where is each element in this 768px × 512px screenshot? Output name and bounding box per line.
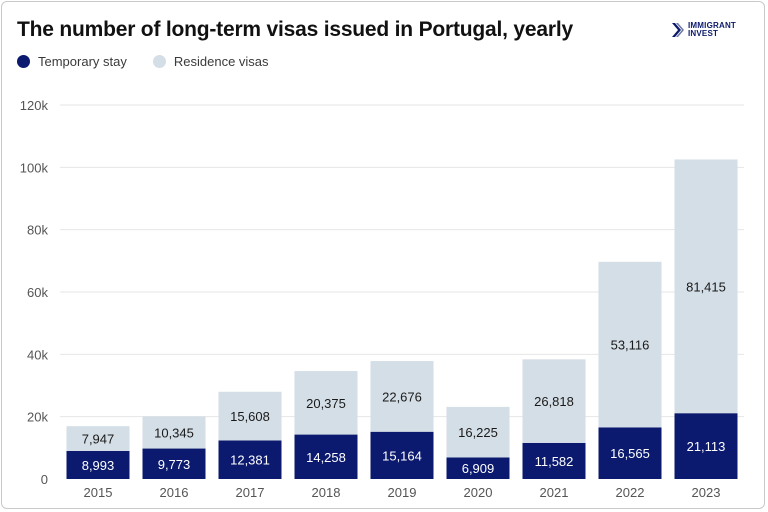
bar-residence-visas (522, 359, 586, 443)
x-tick-label: 2015 (84, 485, 113, 500)
bar-temporary-stay (66, 450, 130, 479)
data-label-residence: 22,676 (382, 389, 422, 404)
y-tick-label: 40k (27, 347, 48, 362)
y-tick-label: 80k (27, 223, 48, 238)
x-tick-label: 2016 (160, 485, 189, 500)
y-tick-label: 100k (20, 160, 49, 175)
legend-label-residence: Residence visas (173, 54, 269, 69)
brand-logo: IMMIGRANT INVEST (672, 22, 736, 38)
bar-residence-visas (674, 159, 738, 414)
brand-line-1: IMMIGRANT (688, 21, 737, 30)
x-tick-label: 2021 (540, 485, 569, 500)
data-label-temporary: 14,258 (306, 450, 346, 465)
data-label-residence: 20,375 (306, 396, 346, 411)
bar-temporary-stay (598, 427, 662, 479)
bar-residence-visas (370, 361, 434, 432)
bar-residence-visas (598, 261, 662, 428)
bar-temporary-stay (446, 457, 510, 479)
data-label-residence: 26,818 (534, 394, 574, 409)
chart-title: The number of long-term visas issued in … (17, 18, 573, 41)
bar-residence-visas (142, 416, 206, 449)
data-label-residence: 10,345 (154, 425, 194, 440)
data-label-residence: 7,947 (82, 432, 115, 447)
bar-temporary-stay (142, 448, 206, 479)
bar-residence-visas (446, 406, 510, 458)
y-tick-label: 0 (41, 472, 48, 487)
x-tick-label: 2018 (312, 485, 341, 500)
y-tick-label: 120k (20, 98, 49, 113)
data-label-temporary: 21,113 (687, 439, 726, 454)
x-tick-label: 2019 (388, 485, 417, 500)
bar-residence-visas (218, 391, 282, 441)
x-tick-label: 2023 (692, 485, 721, 500)
data-label-temporary: 16,565 (610, 446, 650, 461)
data-label-temporary: 9,773 (158, 457, 191, 472)
data-label-residence: 16,225 (458, 425, 498, 440)
data-label-temporary: 6,909 (462, 461, 495, 476)
legend-swatch-residence (152, 55, 166, 68)
brand-line-2: INVEST (688, 29, 719, 38)
chevron-logo-icon (672, 23, 684, 37)
bar-residence-visas (294, 371, 358, 435)
x-tick-label: 2022 (616, 485, 645, 500)
data-label-temporary: 8,993 (82, 458, 115, 473)
data-label-temporary: 12,381 (230, 453, 270, 468)
x-tick-label: 2017 (236, 485, 265, 500)
data-label-temporary: 15,164 (382, 448, 422, 463)
y-tick-label: 20k (27, 410, 48, 425)
legend-label-temporary: Temporary stay (38, 54, 127, 69)
data-label-residence: 15,608 (230, 409, 270, 424)
y-tick-label: 60k (27, 285, 48, 300)
chart-legend: Temporary stay Residence visas (17, 54, 269, 69)
bar-temporary-stay (294, 434, 358, 479)
data-label-residence: 53,116 (611, 338, 650, 353)
x-tick-label: 2020 (464, 485, 493, 500)
bar-residence-visas (66, 426, 130, 451)
bar-temporary-stay (218, 440, 282, 479)
legend-item-temporary: Temporary stay (17, 54, 127, 69)
bar-temporary-stay (674, 413, 738, 479)
data-label-temporary: 11,582 (535, 454, 574, 469)
data-label-residence: 81,415 (686, 279, 726, 294)
bar-temporary-stay (522, 442, 586, 479)
legend-item-residence: Residence visas (152, 54, 269, 69)
legend-swatch-temporary (17, 55, 30, 68)
bar-temporary-stay (370, 431, 434, 479)
brand-name: IMMIGRANT INVEST (688, 22, 736, 38)
